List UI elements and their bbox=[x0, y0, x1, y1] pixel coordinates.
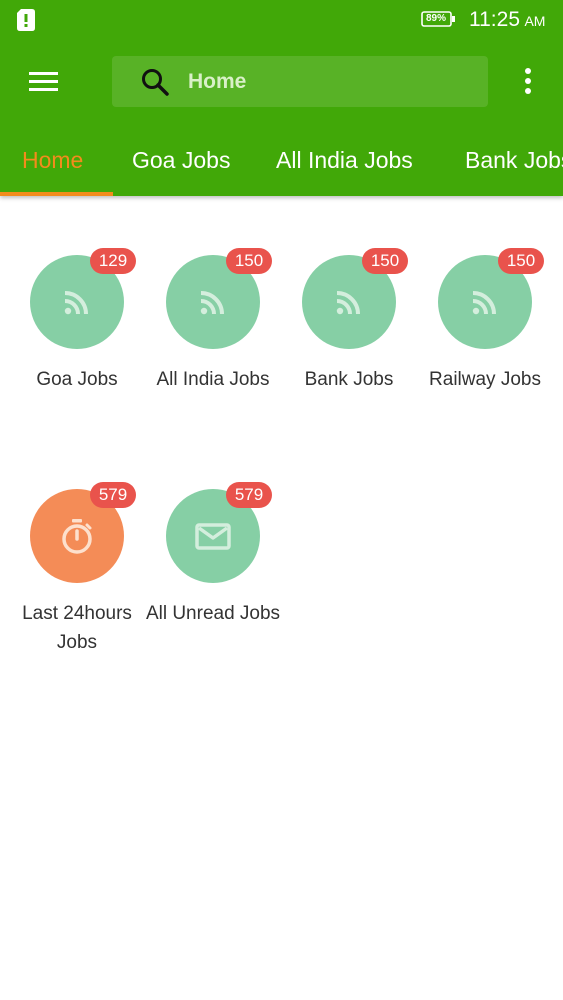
unread-count-badge: 150 bbox=[362, 248, 408, 274]
clock-ampm: AM bbox=[524, 13, 546, 29]
category-tile-all-india-jobs[interactable]: 150 All India Jobs bbox=[145, 248, 281, 455]
more-vert-icon[interactable] bbox=[515, 66, 541, 98]
category-tile-bank-jobs[interactable]: 150 Bank Jobs bbox=[281, 248, 417, 455]
category-label: Goa Jobs bbox=[36, 369, 118, 390]
tab-label: Home bbox=[22, 147, 84, 173]
category-label: All Unread Jobs bbox=[145, 603, 281, 624]
unread-count-badge: 150 bbox=[498, 248, 544, 274]
category-label: Last 24hours Jobs bbox=[22, 603, 132, 653]
clock: 11:25 AM bbox=[469, 8, 545, 32]
rss-feed-icon bbox=[336, 291, 360, 315]
category-tile-last-24hours-jobs[interactable]: 579 Last 24hours Jobs bbox=[9, 482, 145, 689]
clock-time: 11:25 bbox=[469, 8, 520, 31]
rss-feed-icon bbox=[64, 291, 88, 315]
tab-label: Bank Jobs bbox=[465, 147, 563, 173]
active-tab-indicator bbox=[0, 192, 113, 196]
status-bar: 89% 11:25 AM bbox=[0, 0, 563, 40]
category-tile-railway-jobs[interactable]: 150 Railway Jobs bbox=[417, 248, 553, 455]
unread-count-badge: 579 bbox=[90, 482, 136, 508]
category-icon-circle bbox=[438, 255, 532, 349]
mail-icon bbox=[195, 523, 231, 550]
tab-label: All India Jobs bbox=[276, 147, 413, 173]
category-label: Bank Jobs bbox=[304, 369, 394, 390]
hamburger-menu-icon[interactable] bbox=[22, 63, 64, 101]
search-input[interactable] bbox=[188, 66, 468, 98]
category-icon-circle bbox=[30, 255, 124, 349]
unread-count-badge: 579 bbox=[226, 482, 272, 508]
category-icon-circle bbox=[166, 489, 260, 583]
timer-icon bbox=[62, 519, 92, 554]
sim-alert-icon bbox=[17, 9, 35, 31]
tab-label: Goa Jobs bbox=[132, 147, 231, 173]
search-icon[interactable] bbox=[140, 67, 170, 97]
app-bar: 89% 11:25 AM Home Goa Jobs All India Job… bbox=[0, 0, 563, 196]
search-bar[interactable] bbox=[112, 56, 488, 107]
category-label: Railway Jobs bbox=[429, 369, 541, 390]
rss-feed-icon bbox=[200, 291, 224, 315]
battery-icon bbox=[421, 11, 455, 27]
tab-bank-jobs[interactable]: Bank Jobs bbox=[465, 140, 563, 196]
battery-level: 89% bbox=[425, 13, 446, 24]
unread-count-badge: 129 bbox=[90, 248, 136, 274]
category-label: All India Jobs bbox=[156, 369, 270, 390]
rss-feed-icon bbox=[472, 291, 496, 315]
category-tile-goa-jobs[interactable]: 129 Goa Jobs bbox=[9, 248, 145, 455]
category-tile-all-unread-jobs[interactable]: 579 All Unread Jobs bbox=[145, 482, 281, 689]
unread-count-badge: 150 bbox=[226, 248, 272, 274]
